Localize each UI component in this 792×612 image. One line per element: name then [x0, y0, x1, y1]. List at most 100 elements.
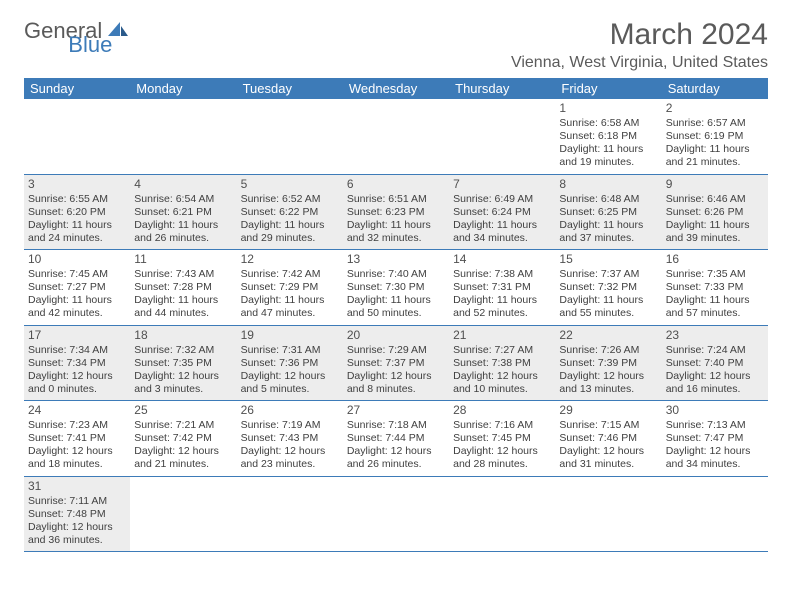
- calendar-day: 13Sunrise: 7:40 AMSunset: 7:30 PMDayligh…: [343, 250, 449, 325]
- daylight-line: Daylight: 11 hours and 52 minutes.: [453, 294, 551, 320]
- sunrise-line: Sunrise: 7:45 AM: [28, 268, 126, 281]
- sunset-line: Sunset: 7:42 PM: [134, 432, 232, 445]
- logo: General Blue: [24, 18, 176, 44]
- sunset-line: Sunset: 7:37 PM: [347, 357, 445, 370]
- calendar-day: 3Sunrise: 6:55 AMSunset: 6:20 PMDaylight…: [24, 175, 130, 250]
- calendar-day: 28Sunrise: 7:16 AMSunset: 7:45 PMDayligh…: [449, 401, 555, 476]
- calendar-week: 10Sunrise: 7:45 AMSunset: 7:27 PMDayligh…: [24, 250, 768, 326]
- daylight-line: Daylight: 11 hours and 44 minutes.: [134, 294, 232, 320]
- weekday-header: Friday: [555, 78, 661, 99]
- calendar-day: 16Sunrise: 7:35 AMSunset: 7:33 PMDayligh…: [662, 250, 768, 325]
- weekday-header: Wednesday: [343, 78, 449, 99]
- sunset-line: Sunset: 7:39 PM: [559, 357, 657, 370]
- sunset-line: Sunset: 7:33 PM: [666, 281, 764, 294]
- daylight-line: Daylight: 11 hours and 19 minutes.: [559, 143, 657, 169]
- calendar-day: 22Sunrise: 7:26 AMSunset: 7:39 PMDayligh…: [555, 326, 661, 401]
- calendar-day: 8Sunrise: 6:48 AMSunset: 6:25 PMDaylight…: [555, 175, 661, 250]
- day-number: 17: [28, 328, 126, 343]
- day-number: 22: [559, 328, 657, 343]
- sunrise-line: Sunrise: 7:32 AM: [134, 344, 232, 357]
- day-number: 28: [453, 403, 551, 418]
- day-number: 12: [241, 252, 339, 267]
- daylight-line: Daylight: 11 hours and 50 minutes.: [347, 294, 445, 320]
- day-number: 23: [666, 328, 764, 343]
- calendar-week: 17Sunrise: 7:34 AMSunset: 7:34 PMDayligh…: [24, 326, 768, 402]
- sunset-line: Sunset: 6:21 PM: [134, 206, 232, 219]
- calendar-day: 5Sunrise: 6:52 AMSunset: 6:22 PMDaylight…: [237, 175, 343, 250]
- daylight-line: Daylight: 11 hours and 24 minutes.: [28, 219, 126, 245]
- sunset-line: Sunset: 7:32 PM: [559, 281, 657, 294]
- sunrise-line: Sunrise: 7:42 AM: [241, 268, 339, 281]
- day-number: 31: [28, 479, 126, 494]
- daylight-line: Daylight: 11 hours and 32 minutes.: [347, 219, 445, 245]
- daylight-line: Daylight: 12 hours and 23 minutes.: [241, 445, 339, 471]
- sunrise-line: Sunrise: 6:55 AM: [28, 193, 126, 206]
- sunset-line: Sunset: 6:20 PM: [28, 206, 126, 219]
- daylight-line: Daylight: 12 hours and 18 minutes.: [28, 445, 126, 471]
- daylight-line: Daylight: 12 hours and 21 minutes.: [134, 445, 232, 471]
- calendar-week: 31Sunrise: 7:11 AMSunset: 7:48 PMDayligh…: [24, 477, 768, 553]
- sunrise-line: Sunrise: 6:52 AM: [241, 193, 339, 206]
- daylight-line: Daylight: 11 hours and 34 minutes.: [453, 219, 551, 245]
- header: General Blue March 2024 Vienna, West Vir…: [24, 18, 768, 72]
- calendar-week: 1Sunrise: 6:58 AMSunset: 6:18 PMDaylight…: [24, 99, 768, 175]
- calendar-day: [343, 477, 449, 552]
- calendar-day: 26Sunrise: 7:19 AMSunset: 7:43 PMDayligh…: [237, 401, 343, 476]
- sunset-line: Sunset: 6:18 PM: [559, 130, 657, 143]
- day-number: 5: [241, 177, 339, 192]
- daylight-line: Daylight: 12 hours and 3 minutes.: [134, 370, 232, 396]
- calendar-day: [237, 477, 343, 552]
- sunset-line: Sunset: 7:40 PM: [666, 357, 764, 370]
- month-title: March 2024: [511, 18, 768, 52]
- day-number: 26: [241, 403, 339, 418]
- sunrise-line: Sunrise: 7:24 AM: [666, 344, 764, 357]
- sunrise-line: Sunrise: 7:27 AM: [453, 344, 551, 357]
- sunset-line: Sunset: 7:47 PM: [666, 432, 764, 445]
- weekday-header: Tuesday: [237, 78, 343, 99]
- daylight-line: Daylight: 12 hours and 36 minutes.: [28, 521, 126, 547]
- calendar-day: 27Sunrise: 7:18 AMSunset: 7:44 PMDayligh…: [343, 401, 449, 476]
- daylight-line: Daylight: 11 hours and 26 minutes.: [134, 219, 232, 245]
- sunrise-line: Sunrise: 7:37 AM: [559, 268, 657, 281]
- sunrise-line: Sunrise: 7:15 AM: [559, 419, 657, 432]
- sunrise-line: Sunrise: 6:51 AM: [347, 193, 445, 206]
- calendar-day: [555, 477, 661, 552]
- sunset-line: Sunset: 7:43 PM: [241, 432, 339, 445]
- sunrise-line: Sunrise: 6:48 AM: [559, 193, 657, 206]
- sunset-line: Sunset: 7:36 PM: [241, 357, 339, 370]
- sunset-line: Sunset: 7:29 PM: [241, 281, 339, 294]
- calendar-day: 21Sunrise: 7:27 AMSunset: 7:38 PMDayligh…: [449, 326, 555, 401]
- sunrise-line: Sunrise: 7:18 AM: [347, 419, 445, 432]
- day-number: 2: [666, 101, 764, 116]
- sunrise-line: Sunrise: 6:58 AM: [559, 117, 657, 130]
- sunset-line: Sunset: 7:45 PM: [453, 432, 551, 445]
- weekday-header: Monday: [130, 78, 236, 99]
- calendar-day: [449, 477, 555, 552]
- day-number: 13: [347, 252, 445, 267]
- calendar-day: 19Sunrise: 7:31 AMSunset: 7:36 PMDayligh…: [237, 326, 343, 401]
- sunset-line: Sunset: 7:35 PM: [134, 357, 232, 370]
- daylight-line: Daylight: 12 hours and 31 minutes.: [559, 445, 657, 471]
- day-number: 25: [134, 403, 232, 418]
- sunset-line: Sunset: 7:31 PM: [453, 281, 551, 294]
- sunset-line: Sunset: 6:22 PM: [241, 206, 339, 219]
- calendar-day: [130, 99, 236, 174]
- daylight-line: Daylight: 12 hours and 13 minutes.: [559, 370, 657, 396]
- day-number: 15: [559, 252, 657, 267]
- daylight-line: Daylight: 12 hours and 10 minutes.: [453, 370, 551, 396]
- daylight-line: Daylight: 11 hours and 57 minutes.: [666, 294, 764, 320]
- sunset-line: Sunset: 7:48 PM: [28, 508, 126, 521]
- daylight-line: Daylight: 11 hours and 37 minutes.: [559, 219, 657, 245]
- day-number: 9: [666, 177, 764, 192]
- day-number: 4: [134, 177, 232, 192]
- daylight-line: Daylight: 12 hours and 0 minutes.: [28, 370, 126, 396]
- calendar-day: 12Sunrise: 7:42 AMSunset: 7:29 PMDayligh…: [237, 250, 343, 325]
- sunset-line: Sunset: 6:19 PM: [666, 130, 764, 143]
- sunrise-line: Sunrise: 7:34 AM: [28, 344, 126, 357]
- calendar-day: [449, 99, 555, 174]
- day-number: 1: [559, 101, 657, 116]
- sunrise-line: Sunrise: 7:11 AM: [28, 495, 126, 508]
- daylight-line: Daylight: 12 hours and 34 minutes.: [666, 445, 764, 471]
- calendar-week: 24Sunrise: 7:23 AMSunset: 7:41 PMDayligh…: [24, 401, 768, 477]
- calendar-day: 18Sunrise: 7:32 AMSunset: 7:35 PMDayligh…: [130, 326, 236, 401]
